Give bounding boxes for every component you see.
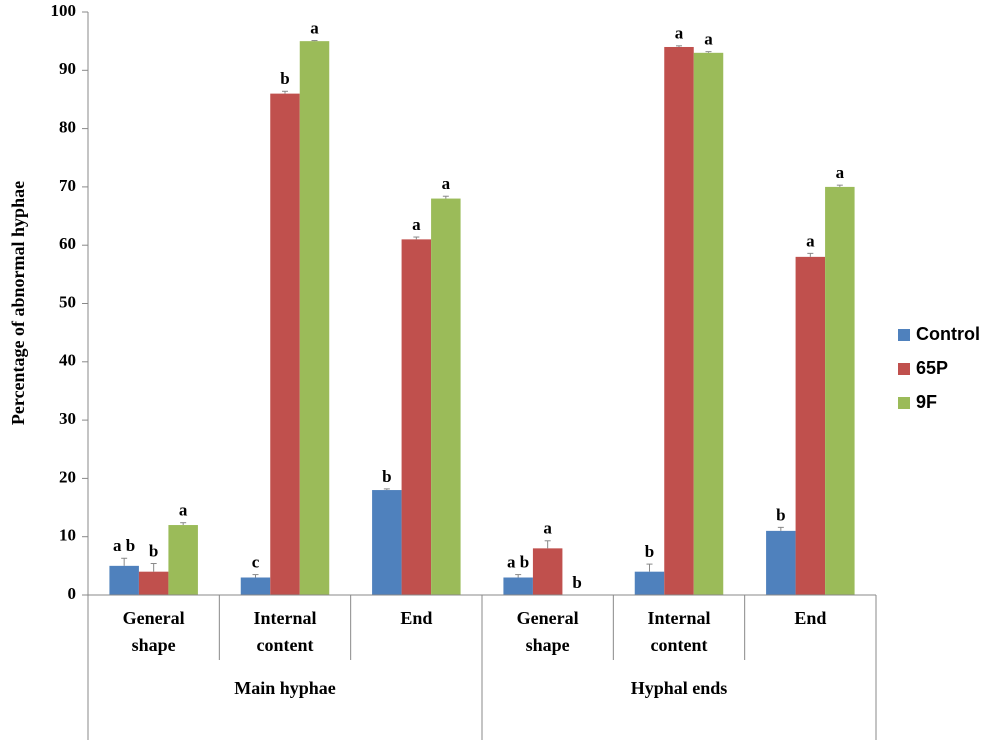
y-tick-label: 50 <box>59 292 76 311</box>
significance-letter: a <box>836 163 845 182</box>
y-tick-label: 30 <box>59 409 76 428</box>
x-tick-label: Internal <box>648 608 711 628</box>
group-label: Main hyphae <box>234 678 336 698</box>
y-tick-label: 20 <box>59 467 76 486</box>
y-tick-label: 80 <box>59 118 76 137</box>
bar <box>634 571 665 595</box>
significance-letter: b <box>776 505 785 524</box>
significance-letter: c <box>252 553 260 572</box>
y-axis-label: Percentage of abnormal hyphae <box>8 181 28 425</box>
x-tick-label: Internal <box>254 608 317 628</box>
x-tick-label: End <box>794 608 826 628</box>
significance-letter: b <box>645 542 654 561</box>
y-tick-label: 0 <box>68 584 77 603</box>
bar <box>766 530 796 595</box>
legend-swatch <box>898 397 910 409</box>
significance-letter: a <box>675 24 684 43</box>
x-tick-label: content <box>651 635 708 655</box>
significance-letter: b <box>572 573 581 592</box>
bar <box>168 525 198 595</box>
bar <box>109 565 139 595</box>
x-tick-label: shape <box>132 635 176 655</box>
legend-label: 65P <box>916 358 948 378</box>
significance-letter: a <box>543 519 552 538</box>
bar <box>138 571 169 595</box>
x-tick-label: shape <box>526 635 570 655</box>
y-tick-label: 90 <box>59 59 76 78</box>
x-tick-label: General <box>517 608 579 628</box>
y-tick-label: 70 <box>59 176 76 195</box>
significance-letter: a <box>806 231 815 250</box>
bar <box>532 548 563 595</box>
bar <box>299 41 330 595</box>
bar <box>431 198 461 595</box>
bar <box>825 186 855 595</box>
bar <box>401 239 432 595</box>
significance-letter: a <box>310 18 319 37</box>
bar <box>503 577 533 595</box>
significance-letter: a <box>704 30 713 49</box>
x-tick-label: End <box>400 608 432 628</box>
significance-letter: a <box>412 215 421 234</box>
bar <box>240 577 271 595</box>
bar <box>795 256 826 595</box>
bar <box>270 93 300 596</box>
significance-letter: b <box>382 467 391 486</box>
bar <box>693 52 724 596</box>
bar <box>664 46 694 596</box>
legend-swatch <box>898 363 910 375</box>
legend-swatch <box>898 329 910 341</box>
bar <box>372 490 402 595</box>
y-tick-label: 60 <box>59 234 76 253</box>
x-tick-label: General <box>123 608 185 628</box>
significance-letter: a <box>179 501 188 520</box>
group-label: Hyphal ends <box>631 678 728 698</box>
y-tick-label: 40 <box>59 351 76 370</box>
legend-label: Control <box>916 324 980 344</box>
significance-letter: a b <box>507 553 529 572</box>
significance-letter: b <box>280 69 289 88</box>
y-tick-label: 100 <box>51 1 77 20</box>
legend-label: 9F <box>916 392 937 412</box>
significance-letter: a b <box>113 536 135 555</box>
significance-letter: a <box>442 174 451 193</box>
y-tick-label: 10 <box>59 526 76 545</box>
significance-letter: b <box>149 541 158 560</box>
x-tick-label: content <box>257 635 314 655</box>
